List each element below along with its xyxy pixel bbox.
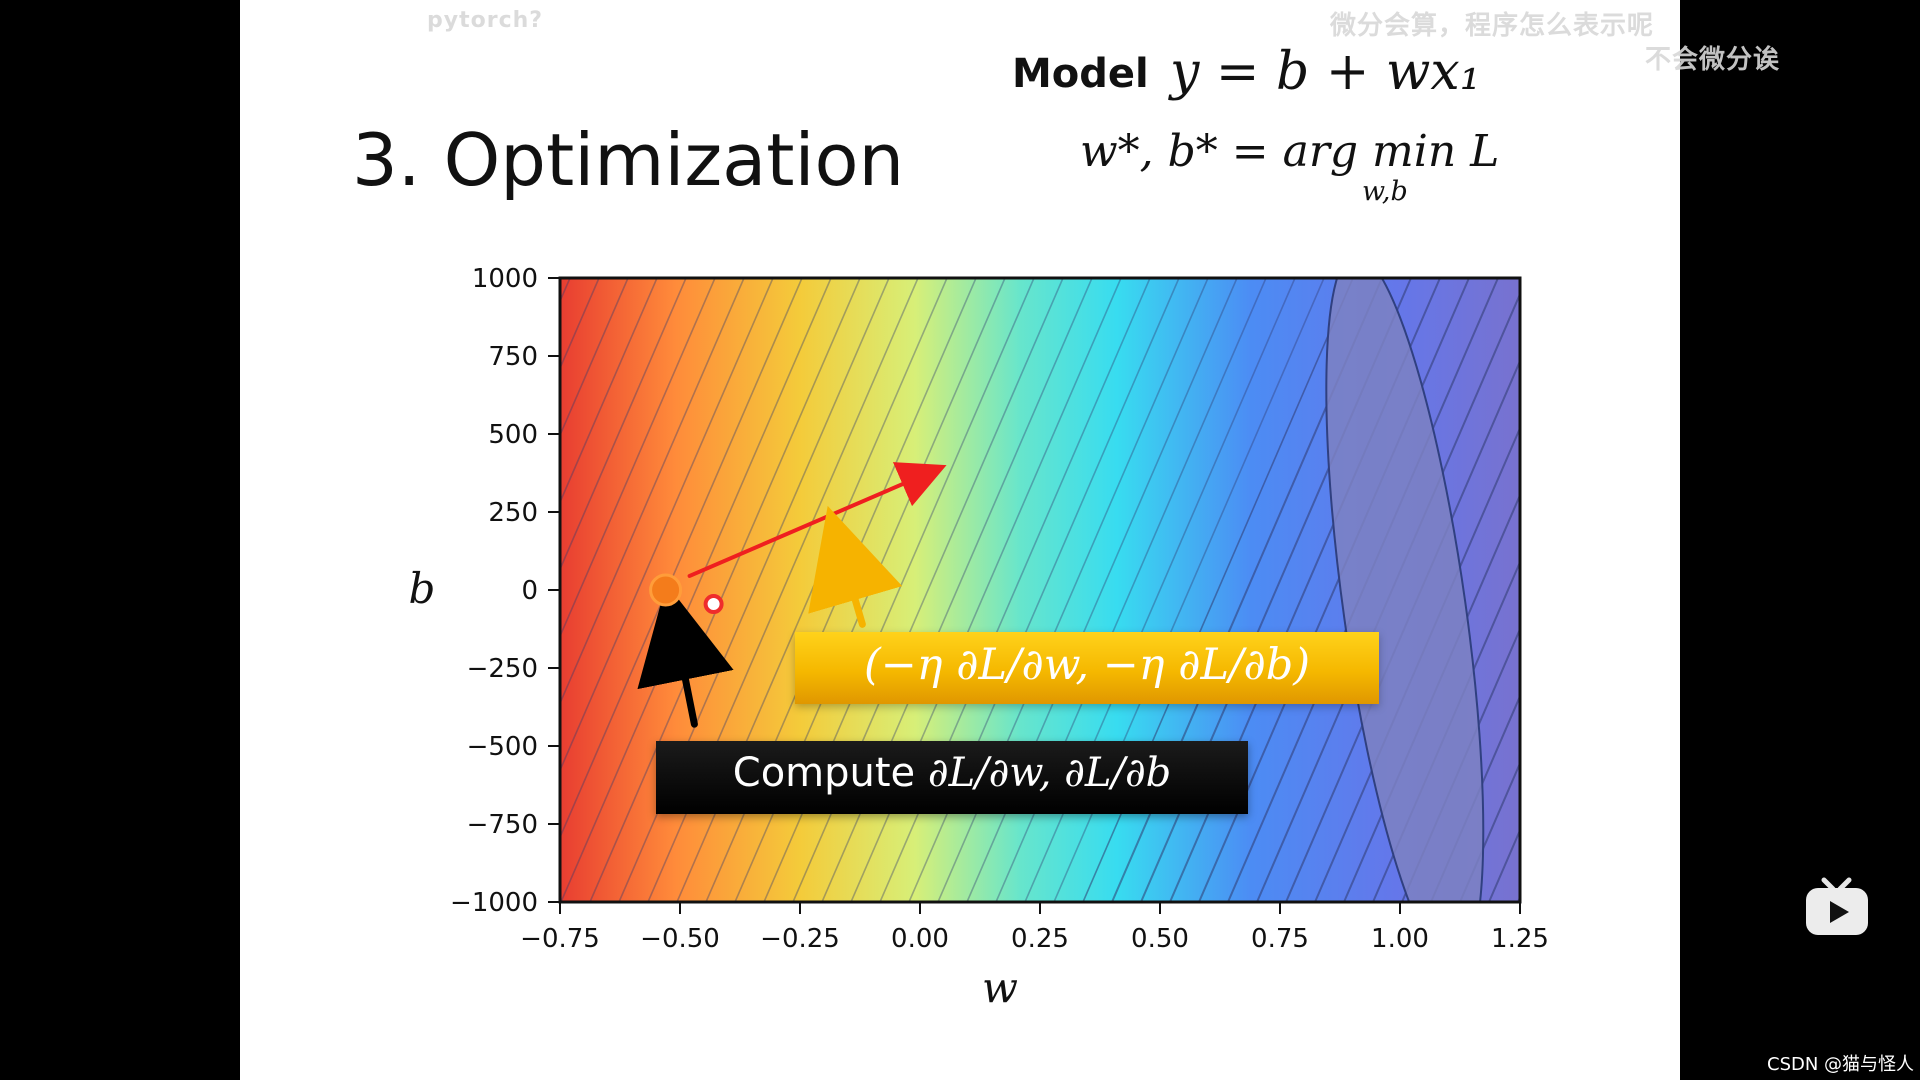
contour-line	[126, 278, 396, 902]
x-axis-label: w	[982, 963, 1018, 1012]
x-tick-label: −0.50	[640, 924, 720, 954]
compute-gradient-prefix: Compute	[732, 750, 928, 796]
y-tick-label: 750	[488, 342, 538, 372]
x-tick-label: 0.50	[1131, 924, 1189, 954]
y-tick-label: 500	[488, 420, 538, 450]
y-tick-label: −250	[467, 654, 538, 684]
compute-gradient-text: Compute ∂L/∂w, ∂L/∂b	[656, 750, 1248, 796]
contour-line	[560, 278, 687, 572]
play-icon[interactable]	[1802, 874, 1872, 940]
y-axis-label: b	[409, 564, 436, 613]
compute-pointer-arrow	[637, 583, 734, 728]
contour-line	[1459, 760, 1520, 902]
update-step-formula: (−η ∂L/∂w, −η ∂L/∂b)	[863, 640, 1311, 690]
optimization-equation: w*, b* = arg min L	[1080, 126, 1500, 177]
contour-line	[97, 278, 367, 902]
y-tick-label: 1000	[472, 264, 538, 294]
danmaku-comment-left: pytorch?	[427, 8, 544, 33]
contour-line	[155, 278, 425, 902]
next-step-point	[703, 594, 724, 615]
danmaku-comment-right-1: 微分会算，程序怎么表示呢	[1330, 11, 1655, 41]
x-tick-label: −0.25	[760, 924, 840, 954]
y-tick-label: −750	[467, 810, 538, 840]
model-equation: y = b + wx₁	[1170, 42, 1481, 102]
x-tick-label: 1.00	[1371, 924, 1429, 954]
loss-minimum-region	[1325, 278, 1485, 902]
contour-line	[68, 278, 338, 902]
contour-line	[560, 278, 629, 438]
x-tick-label: 0.25	[1011, 924, 1069, 954]
compute-gradient-formula: ∂L/∂w, ∂L/∂b	[927, 750, 1172, 796]
x-tick-label: 0.00	[891, 924, 949, 954]
optimization-subscript: w,b	[1362, 176, 1408, 207]
csdn-watermark: CSDN @猫与怪人	[1767, 1054, 1915, 1075]
danmaku-comment-right-2: 不会微分诶	[1645, 45, 1781, 75]
y-tick-label: −1000	[450, 888, 538, 918]
contour-line	[560, 278, 745, 706]
contour-line	[213, 278, 483, 902]
y-tick-label: −500	[467, 732, 538, 762]
contour-line	[242, 278, 512, 902]
x-tick-label: −0.75	[520, 924, 600, 954]
slide-title: 3. Optimization	[352, 118, 905, 202]
contour-line	[1663, 278, 1920, 902]
y-tick-label: 0	[521, 576, 538, 606]
compute-gradient-banner: Compute ∂L/∂w, ∂L/∂b	[656, 741, 1248, 814]
contour-line	[560, 278, 658, 505]
contour-lines-group	[68, 278, 1920, 902]
contour-line	[560, 278, 716, 639]
model-label: Model	[1012, 51, 1149, 97]
update-step-banner: (−η ∂L/∂w, −η ∂L/∂b)	[795, 632, 1379, 704]
x-tick-label: 1.25	[1491, 924, 1549, 954]
y-tick-label: 250	[488, 498, 538, 528]
x-tick-label: 0.75	[1251, 924, 1309, 954]
contour-line	[1547, 278, 1817, 902]
update-vector-arrow	[808, 505, 903, 628]
start-point	[649, 573, 683, 607]
loss-contour-chart: −0.75 −0.50 −0.25 0.00 0.25 0.50 0.75 1.00 1.25 1…	[409, 264, 1549, 1012]
